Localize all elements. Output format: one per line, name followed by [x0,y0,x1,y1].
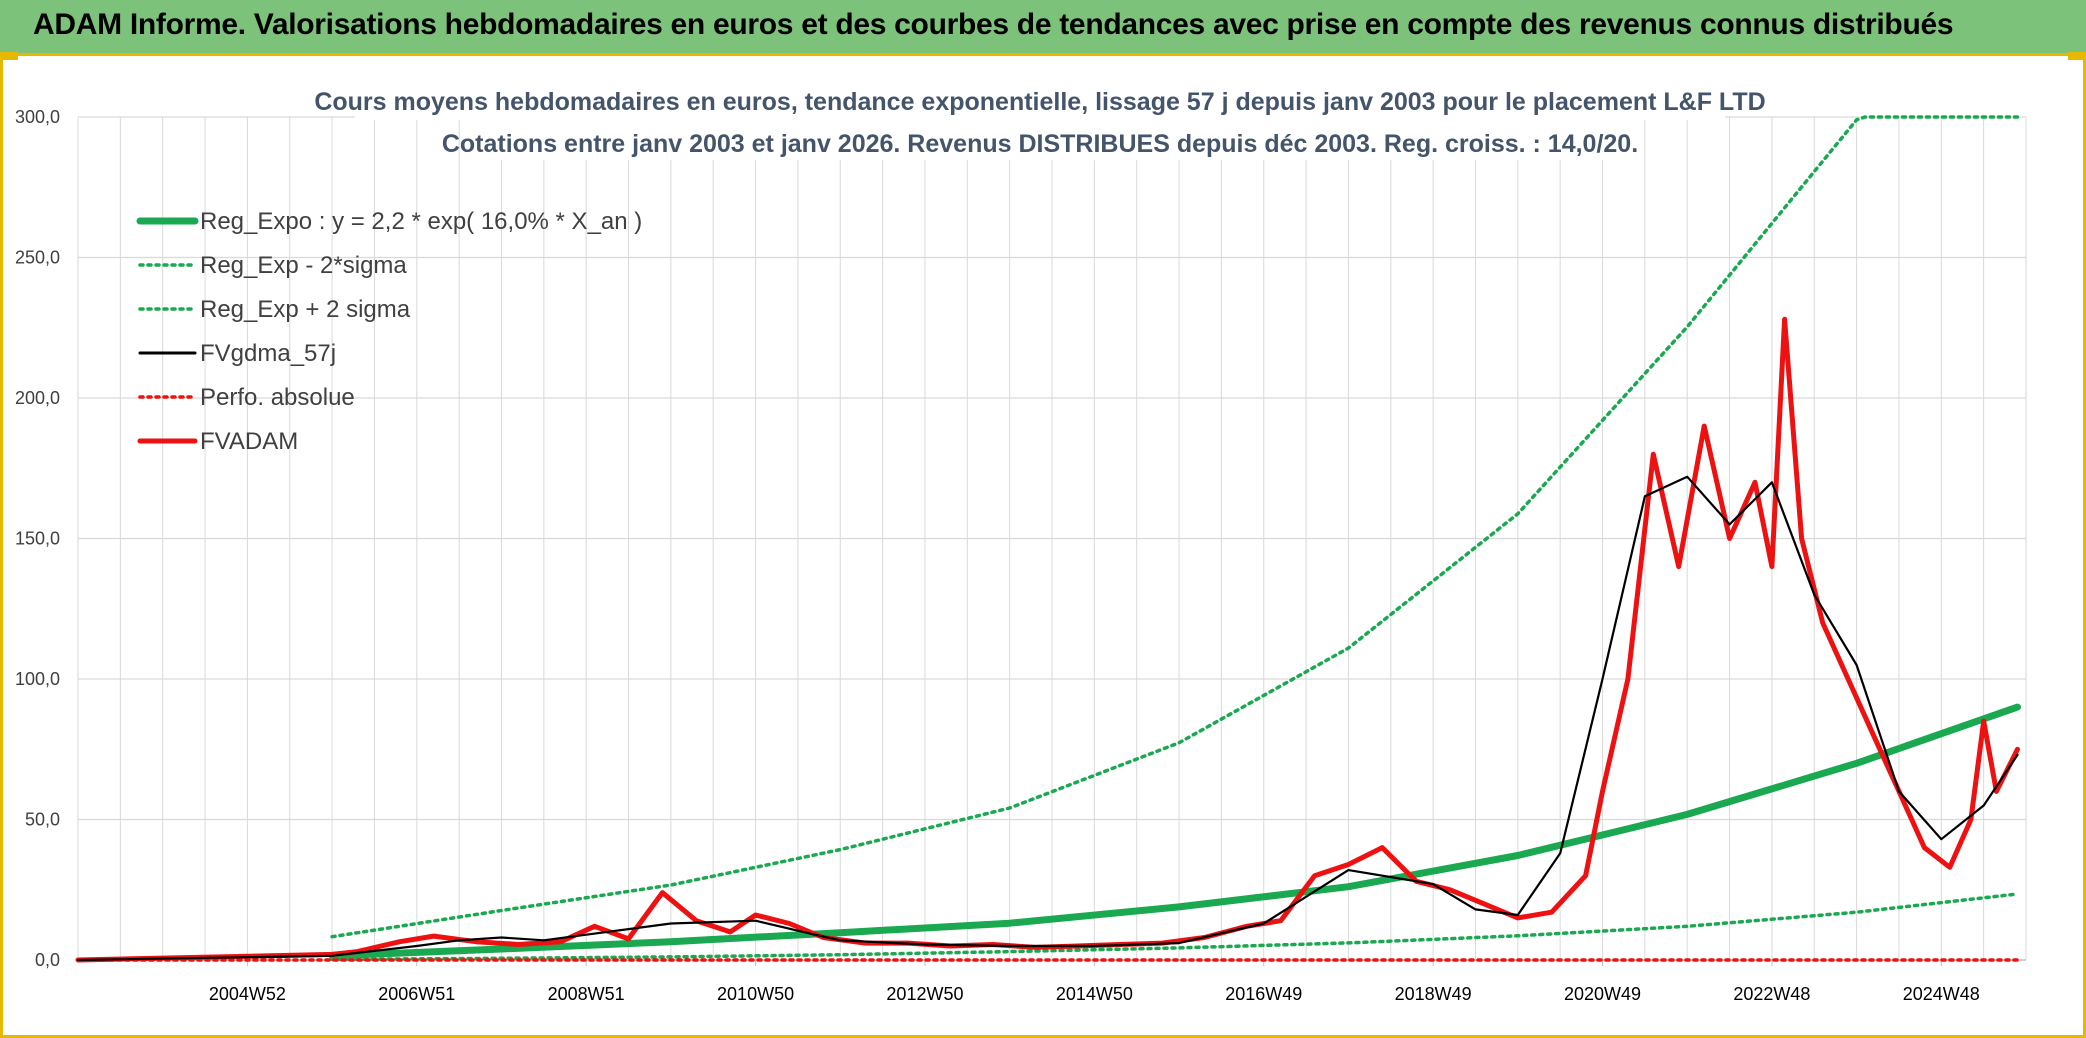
series-line-6 [75,316,2020,963]
series-line-2 [330,892,2020,962]
y-tick-label: 100,0 [15,669,60,689]
grid-layer [77,116,2027,961]
y-tick-label: 0,0 [35,950,60,970]
axes-layer: 0,0 50,0 100,0 150,0 200,0 250,0 300,0 2004W52 2… [15,107,2026,1004]
series-layer [75,115,2021,963]
chart-subtitle: Cotations entre janv 2003 et janv 2026. … [442,130,1638,158]
legend-label: Reg_Exp - 2*sigma [200,252,407,279]
legend-label: FVADAM [200,428,298,455]
legend-label: Perfo. absolue [200,384,355,411]
x-tick-label: 2014W50 [1056,984,1133,1004]
chart-title-group: Cours moyens hebdomadaires en euros, ten… [314,82,1766,160]
legend-label: Reg_Exp + 2 sigma [200,296,411,323]
x-tick-label: 2012W50 [886,984,963,1004]
x-tick-label: 2010W50 [717,984,794,1004]
subtitle-background [475,120,1605,160]
series-line-1 [328,703,2021,960]
x-tick-label: 2004W52 [209,984,286,1004]
y-tick-label: 50,0 [25,810,60,830]
series-line-3 [330,115,2020,939]
legend-label: Reg_Expo : y = 2,2 * exp( 16,0% * X_an ) [200,208,642,235]
banner-title: ADAM Informe. Valorisations hebdomadaire… [33,8,1954,41]
frame-corner-right [2068,52,2086,60]
chart-title: Cours moyens hebdomadaires en euros, ten… [314,88,1765,116]
x-tick-label: 2008W51 [548,984,625,1004]
x-tick-label: 2024W48 [1903,984,1980,1004]
x-tick-label: 2016W49 [1225,984,1302,1004]
y-tick-label: 200,0 [15,388,60,408]
x-tick-label: 2020W49 [1564,984,1641,1004]
x-tick-label: 2006W51 [378,984,455,1004]
y-tick-label: 300,0 [15,107,60,127]
frame-corner-left [0,52,18,60]
header-banner: ADAM Informe. Valorisations hebdomadaire… [0,0,2086,56]
series-line-4 [76,475,2019,962]
title-background [355,82,1725,120]
chart-legend: Reg_Expo : y = 2,2 * exp( 16,0% * X_an )… [136,208,642,455]
x-tick-label: 2018W49 [1395,984,1472,1004]
legend-label: FVgdma_57j [200,340,336,367]
y-tick-label: 150,0 [15,529,60,549]
x-tick-label: 2022W48 [1733,984,1810,1004]
y-tick-label: 250,0 [15,248,60,268]
